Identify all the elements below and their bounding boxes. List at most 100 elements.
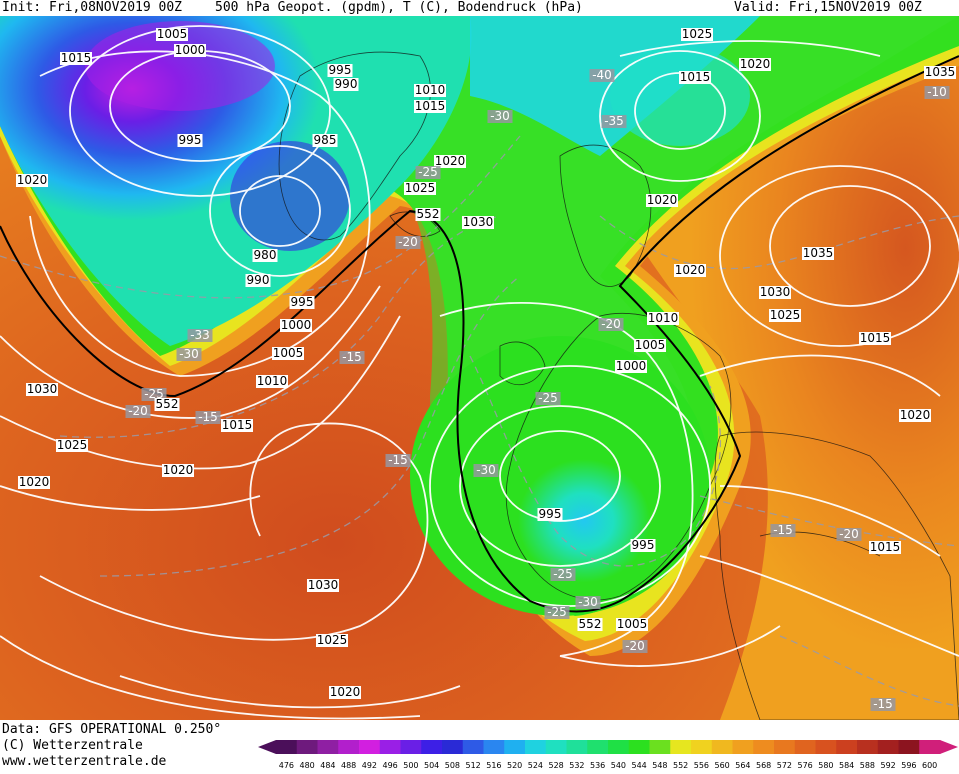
colorbar-tick-label: 496	[382, 761, 397, 770]
colorbar-tick-label: 580	[818, 761, 833, 770]
colorbar-swatch	[276, 740, 298, 754]
colorbar-tick-label: 508	[445, 761, 460, 770]
colorbar-swatch	[379, 740, 401, 754]
colorbar-tick-label: 500	[403, 761, 418, 770]
temperature-label: -20	[598, 317, 624, 331]
valid-time: Valid: Fri,15NOV2019 00Z	[734, 0, 922, 15]
website-url: www.wetterzentrale.de	[2, 754, 167, 769]
coastlines	[278, 51, 959, 720]
pressure-label: 1020	[646, 193, 678, 207]
colorbar-tick-label: 476	[279, 761, 294, 770]
pressure-label: 1030	[26, 382, 58, 396]
pressure-label: 1020	[162, 463, 194, 477]
svg-text:1010: 1010	[257, 374, 288, 388]
pressure-label: 995	[537, 507, 563, 521]
temperature-label: -35	[601, 114, 627, 128]
svg-text:-20: -20	[601, 317, 621, 331]
svg-text:-25: -25	[553, 567, 573, 581]
svg-text:1030: 1030	[760, 285, 791, 299]
colorbar-swatch	[400, 740, 422, 754]
svg-text:1035: 1035	[925, 65, 956, 79]
temperature-label: -25	[544, 605, 570, 619]
cold-pool-scandinavia	[610, 46, 750, 146]
svg-text:-20: -20	[625, 639, 645, 653]
copyright: (C) Wetterzentrale	[2, 738, 143, 753]
colorbar-tick-label: 536	[590, 761, 605, 770]
svg-text:1025: 1025	[405, 181, 436, 195]
colorbar-tick-label: 480	[299, 761, 314, 770]
svg-text:-15: -15	[198, 410, 218, 424]
pressure-label: 1030	[462, 215, 494, 229]
temperature-label: -20	[836, 527, 862, 541]
pressure-label: 1005	[634, 338, 666, 352]
pressure-label: 1015	[414, 99, 446, 113]
cold-core-greenland	[230, 141, 350, 251]
svg-text:1025: 1025	[770, 308, 801, 322]
pressure-label: 1020	[18, 475, 50, 489]
colorbar-tick-label: 504	[424, 761, 439, 770]
colorbar-swatch	[462, 740, 484, 754]
colorbar-swatch	[711, 740, 733, 754]
svg-text:1020: 1020	[17, 173, 48, 187]
colorbar-tick-label: 528	[548, 761, 563, 770]
svg-text:1020: 1020	[675, 263, 706, 277]
temperature-label: -20	[395, 235, 421, 249]
colorbar-swatch	[442, 740, 464, 754]
colorbar-swatch	[359, 740, 381, 754]
svg-text:-35: -35	[604, 114, 624, 128]
colorbar-swatch	[525, 740, 547, 754]
svg-text:995: 995	[539, 507, 562, 521]
pressure-label: 1010	[647, 311, 679, 325]
colorbar-swatch	[815, 740, 837, 754]
pressure-label: 980	[252, 248, 278, 262]
svg-text:1010: 1010	[415, 83, 446, 97]
svg-text:1000: 1000	[175, 43, 206, 57]
pressure-label: 1025	[404, 181, 436, 195]
pressure-label: 995	[327, 63, 353, 77]
svg-text:1005: 1005	[635, 338, 666, 352]
pressure-label: 995	[177, 133, 203, 147]
temperature-label: -25	[415, 165, 441, 179]
init-time: Init: Fri,08NOV2019 00Z	[2, 0, 183, 15]
svg-text:1015: 1015	[860, 331, 891, 345]
colorbar-tick-label: 572	[777, 761, 792, 770]
svg-text:-20: -20	[128, 404, 148, 418]
colorbar-tick-label: 552	[673, 761, 688, 770]
colorbar-tick-label: 532	[569, 761, 584, 770]
temperature-labels: -40 -30 -35 -25 -20 -33 -30 -25 -20 -15 -15 -15 -20 -…	[125, 68, 950, 711]
pressure-label: 1025	[56, 438, 88, 452]
colorbar-min-arrow	[258, 740, 276, 754]
svg-text:980: 980	[254, 248, 277, 262]
svg-text:1020: 1020	[647, 193, 678, 207]
svg-text:-33: -33	[190, 328, 210, 342]
pressure-label: 990	[333, 77, 359, 91]
isobars	[0, 25, 959, 720]
geopotential-label: 552	[154, 397, 180, 411]
pressure-label: 1030	[307, 578, 339, 592]
colorbar-swatch	[753, 740, 775, 754]
temperature-label: -25	[141, 387, 167, 401]
colorbar-swatch	[919, 740, 941, 754]
pressure-label: 1015	[869, 540, 901, 554]
pressure-label: 1000	[174, 43, 206, 57]
colorbar-swatch	[649, 740, 671, 754]
svg-text:-25: -25	[547, 605, 567, 619]
temperature-label: -40	[589, 68, 615, 82]
pressure-label: 1005	[616, 617, 648, 631]
colorbar-tick-label: 544	[631, 761, 646, 770]
colorbar-tick-label: 548	[652, 761, 667, 770]
temperature-label: -30	[575, 595, 601, 609]
colorbar-swatch	[857, 740, 879, 754]
colorbar-tick-label: 520	[507, 761, 522, 770]
svg-text:-15: -15	[388, 453, 408, 467]
colorbar-tick-label: 492	[362, 761, 377, 770]
temperature-label: -20	[622, 639, 648, 653]
svg-text:995: 995	[329, 63, 352, 77]
svg-text:1020: 1020	[900, 408, 931, 422]
pressure-label: 1020	[329, 685, 361, 699]
temperature-label: -15	[339, 350, 365, 364]
pressure-label: 1020	[899, 408, 931, 422]
pressure-label: 1005	[272, 346, 304, 360]
pressure-label: 1020	[674, 263, 706, 277]
